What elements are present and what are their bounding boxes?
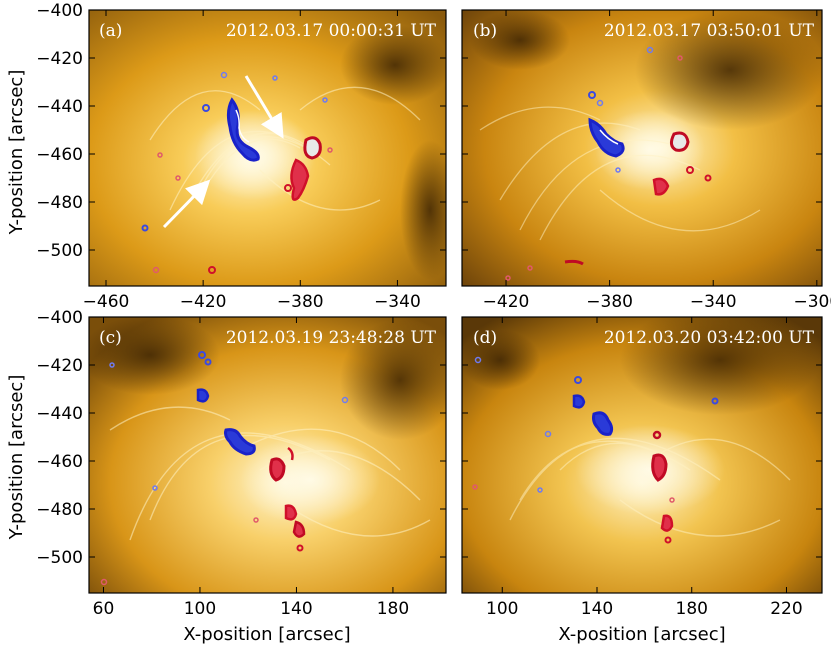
panel-a-timestamp: 2012.03.17 00:00:31 UT <box>226 21 437 41</box>
panel-a-label: (a) <box>99 21 122 41</box>
panel-a-arrows <box>162 75 284 229</box>
y-tick-label: −400 <box>36 308 83 328</box>
panel-b-negative-contours <box>588 46 654 173</box>
x-tick-label: 60 <box>93 599 115 619</box>
panel-b-dark-region <box>635 10 822 130</box>
panel-c-frame <box>88 316 447 594</box>
y-tick-label: −420 <box>36 356 83 376</box>
x-tick-label: −300 <box>793 292 831 312</box>
y-tick-label: −440 <box>36 404 83 424</box>
panel-d-timestamp: 2012.03.20 03:42:00 UT <box>604 328 815 348</box>
x-tick-label: −340 <box>690 292 737 312</box>
panel-b-bright-core <box>595 110 705 190</box>
panel-c-label: (c) <box>99 328 122 348</box>
panel-d-dark-region <box>620 317 820 415</box>
y-tick-label: −440 <box>36 97 83 117</box>
y-tick-label: −500 <box>36 241 83 261</box>
panel-c <box>89 317 446 593</box>
x-axis-label-left: X-position [arcsec] <box>183 624 350 645</box>
y-tick-label: −400 <box>36 1 83 21</box>
panel-d-dark-region-2 <box>462 330 540 390</box>
panel-d <box>462 317 822 593</box>
x-tick-label: 140 <box>581 599 613 619</box>
x-axis-label-right: X-position [arcsec] <box>558 624 725 645</box>
panel-c-timestamp: 2012.03.19 23:48:28 UT <box>226 328 437 348</box>
panel-c-positive-contours <box>100 446 306 586</box>
y-axis-label-bottom: Y-position [arcsec] <box>6 375 27 541</box>
arrow-upper <box>244 75 284 139</box>
panel-d-frame <box>461 316 823 594</box>
panel-d-bright-core <box>575 425 725 515</box>
y-tick-label: −480 <box>36 193 83 213</box>
y-tick-label: −420 <box>36 49 83 69</box>
panel-b-label: (b) <box>473 21 497 41</box>
panel-a <box>89 10 446 286</box>
panel-a-dark-region-2 <box>400 140 446 280</box>
x-tick-label: −380 <box>586 292 633 312</box>
panel-b-loops <box>479 106 761 241</box>
x-tick-label: 100 <box>184 599 216 619</box>
panel-d-loops <box>509 437 791 537</box>
x-tick-label: −380 <box>277 292 324 312</box>
x-tick-label: −420 <box>483 292 530 312</box>
panel-a-negative-contours <box>141 71 328 232</box>
y-tick-label: −460 <box>36 145 83 165</box>
panel-c-dark-region-2 <box>340 320 446 440</box>
panel-a-frame <box>88 9 447 287</box>
x-tick-label: 180 <box>676 599 708 619</box>
y-axis-label-top: Y-position [arcsec] <box>6 70 27 236</box>
x-tick-label: 140 <box>280 599 312 619</box>
panel-b <box>462 10 822 286</box>
panel-a-positive-contours <box>152 136 333 274</box>
panel-d-negative-contours <box>474 356 719 493</box>
panel-c-negative-contours <box>109 351 349 491</box>
y-tick-label: −500 <box>36 548 83 568</box>
x-tick-label: −420 <box>180 292 227 312</box>
x-tick-label: 180 <box>377 599 409 619</box>
arrow-lower-left <box>162 179 211 229</box>
x-tick-label: −340 <box>374 292 421 312</box>
panel-d-positive-contours <box>472 430 675 544</box>
panel-c-dark-region <box>89 317 220 395</box>
panel-a-dark-region <box>340 25 446 105</box>
y-tick-label: −480 <box>36 500 83 520</box>
y-tick-label: −460 <box>36 452 83 472</box>
panel-b-frame <box>461 9 823 287</box>
x-tick-label: 220 <box>770 599 802 619</box>
axis-ticks: −460 −420 −380 −340 −400 −420 −440 −460 −480 −500… <box>36 1 831 619</box>
x-tick-label: −460 <box>83 292 130 312</box>
panel-d-label: (d) <box>473 328 497 348</box>
panel-b-timestamp: 2012.03.17 03:50:01 UT <box>604 21 815 41</box>
panel-b-dark-region-2 <box>470 10 570 70</box>
x-tick-label: 100 <box>486 599 518 619</box>
panel-frames <box>88 9 823 594</box>
panel-b-positive-contours <box>505 55 712 281</box>
